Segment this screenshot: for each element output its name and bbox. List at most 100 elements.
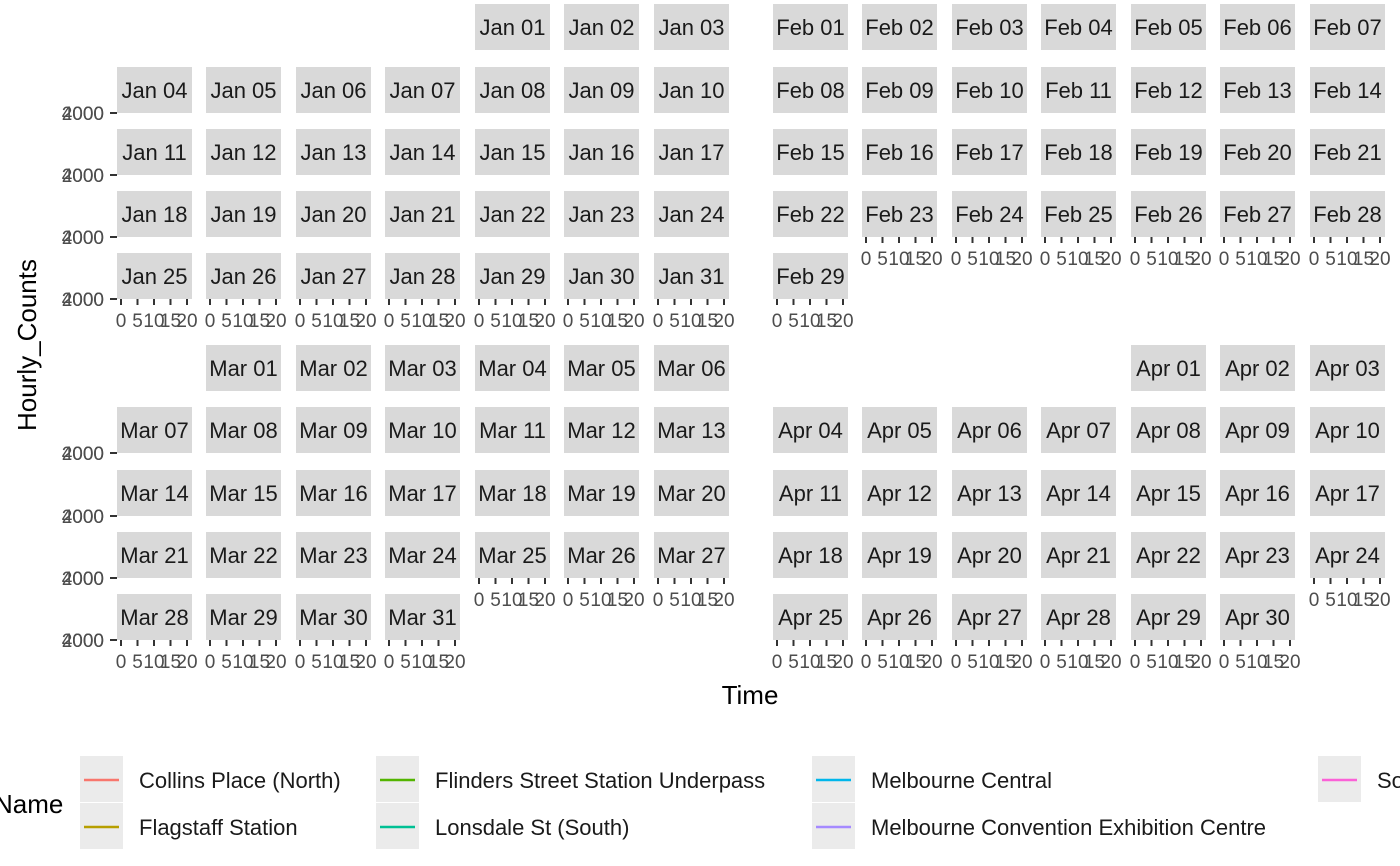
- x-tick-label: 0: [295, 652, 306, 673]
- facet-strip: Feb 25: [1041, 191, 1116, 237]
- strip-background: [564, 345, 639, 391]
- x-tick-label: 10: [888, 652, 909, 673]
- strip-label: Feb 15: [776, 140, 845, 165]
- x-tick-label: 15: [995, 249, 1016, 270]
- facet-strip: Mar 14: [117, 470, 192, 516]
- strip-background: [117, 253, 192, 299]
- strip-label: Feb 27: [1223, 202, 1292, 227]
- facet-strip: Apr 04: [773, 407, 848, 453]
- strip-background: [952, 594, 1027, 640]
- strip-background: [117, 67, 192, 113]
- x-tick-label: 20: [265, 652, 286, 673]
- strip-background: [385, 532, 460, 578]
- x-tick-label: 0: [861, 249, 872, 270]
- x-tick-label: 20: [1100, 249, 1121, 270]
- strip-label: Feb 05: [1134, 15, 1203, 40]
- strip-label: Jan 11: [122, 140, 186, 165]
- y-axes: 2000400020004000200040002000400020004000…: [62, 104, 117, 652]
- y-tick-label: 4000: [62, 166, 104, 187]
- facet-strip: Feb 08: [773, 67, 848, 113]
- strip-label: Mar 16: [299, 481, 367, 506]
- strip-background: [385, 407, 460, 453]
- x-tick-label: 20: [713, 311, 734, 332]
- x-tick-label: 5: [490, 590, 501, 611]
- x-tick-label: 15: [1263, 652, 1284, 673]
- strip-label: Jan 01: [479, 15, 545, 40]
- strip-background: [564, 253, 639, 299]
- facet-strip: Mar 21: [117, 532, 192, 578]
- facet-strip: Mar 03: [385, 345, 460, 391]
- strip-background: [475, 129, 550, 175]
- strip-background: [296, 345, 371, 391]
- strip-label: Jan 06: [300, 78, 366, 103]
- strip-label: Jan 16: [568, 140, 634, 165]
- x-tick-label: 5: [1325, 590, 1336, 611]
- facet-strip: Apr 18: [773, 532, 848, 578]
- x-tick-label: 15: [1353, 590, 1374, 611]
- strip-background: [475, 191, 550, 237]
- strip-background: [1220, 407, 1295, 453]
- x-tick-label: 20: [534, 590, 555, 611]
- x-tick-label: 10: [501, 590, 522, 611]
- y-tick-label: 2000: [62, 569, 104, 590]
- facet-strip: Mar 22: [206, 532, 281, 578]
- facet-strip: Apr 06: [952, 407, 1027, 453]
- x-tick-label: 0: [116, 311, 127, 332]
- strip-label: Mar 13: [657, 418, 725, 443]
- strip-label: Mar 27: [657, 543, 725, 568]
- strip-label: Apr 05: [867, 418, 932, 443]
- strip-background: [117, 470, 192, 516]
- x-tick-label: 5: [1325, 249, 1336, 270]
- facet-strip: Mar 28: [117, 594, 192, 640]
- y-tick-label: 2000: [62, 290, 104, 311]
- x-tick-label: 0: [474, 311, 485, 332]
- facet-strip: Jan 30: [564, 253, 639, 299]
- x-axis-title: Time: [722, 680, 779, 710]
- facet-strip: Apr 27: [952, 594, 1027, 640]
- x-tick-label: 0: [1219, 652, 1230, 673]
- facet-strip: Mar 24: [385, 532, 460, 578]
- strip-label: Apr 20: [957, 543, 1022, 568]
- x-tick-label: 15: [1084, 652, 1105, 673]
- legend-label: So: [1377, 768, 1400, 793]
- strip-background: [862, 4, 937, 50]
- strip-background: [654, 253, 729, 299]
- x-tick-label: 0: [474, 590, 485, 611]
- x-tick-label: 0: [563, 590, 574, 611]
- strip-background: [564, 407, 639, 453]
- facet-strip: Feb 24: [952, 191, 1027, 237]
- strip-label: Mar 09: [299, 418, 367, 443]
- facet-strip: Mar 13: [654, 407, 729, 453]
- facet-strip: Apr 02: [1220, 345, 1295, 391]
- strip-label: Mar 21: [120, 543, 188, 568]
- strip-background: [1220, 67, 1295, 113]
- strip-label: Apr 28: [1046, 605, 1111, 630]
- facet-strip: Mar 01: [206, 345, 281, 391]
- x-tick-label: 20: [176, 311, 197, 332]
- strip-label: Apr 30: [1225, 605, 1290, 630]
- facet-strip: Apr 08: [1131, 407, 1206, 453]
- strip-label: Apr 27: [957, 605, 1022, 630]
- strip-background: [296, 532, 371, 578]
- facet-strip: Jan 12: [206, 129, 281, 175]
- x-tick-label: 10: [799, 311, 820, 332]
- facet-strip: Feb 09: [862, 67, 937, 113]
- facet-strip: Jan 17: [654, 129, 729, 175]
- strip-background: [1310, 67, 1385, 113]
- strip-label: Jan 21: [389, 202, 455, 227]
- facet-strip: Apr 01: [1131, 345, 1206, 391]
- facet-strip: Mar 04: [475, 345, 550, 391]
- x-tick-label: 20: [623, 311, 644, 332]
- x-tick-label: 10: [590, 311, 611, 332]
- facet-strip: Apr 26: [862, 594, 937, 640]
- facet-strip: Mar 11: [475, 407, 550, 453]
- x-tick-label: 20: [1190, 652, 1211, 673]
- strip-background: [1310, 407, 1385, 453]
- strip-label: Mar 06: [657, 356, 725, 381]
- x-tick-label: 0: [1040, 249, 1051, 270]
- facet-strip: Mar 25: [475, 532, 550, 578]
- x-tick-label: 15: [697, 590, 718, 611]
- strip-label: Mar 01: [209, 356, 277, 381]
- x-tick-label: 10: [799, 652, 820, 673]
- x-tick-label: 5: [669, 311, 680, 332]
